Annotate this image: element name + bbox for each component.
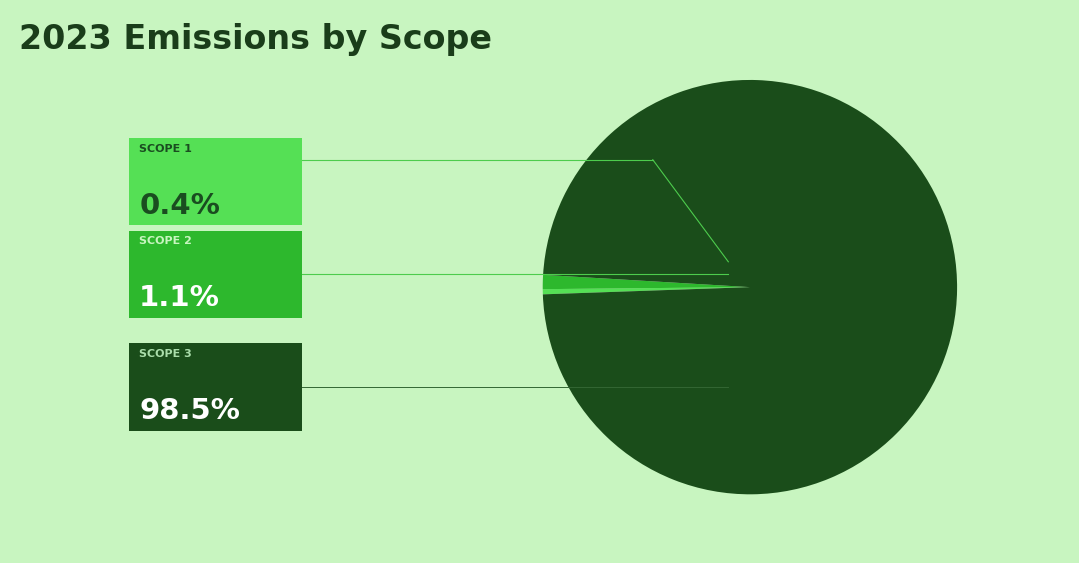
FancyBboxPatch shape: [129, 343, 302, 431]
Text: 2023 Emissions by Scope: 2023 Emissions by Scope: [19, 23, 492, 56]
FancyBboxPatch shape: [129, 231, 302, 318]
Text: SCOPE 1: SCOPE 1: [139, 144, 192, 154]
Wedge shape: [543, 287, 750, 294]
Text: SCOPE 3: SCOPE 3: [139, 349, 192, 359]
Text: 0.4%: 0.4%: [139, 191, 220, 220]
Text: 98.5%: 98.5%: [139, 397, 240, 425]
Wedge shape: [543, 275, 750, 289]
Wedge shape: [543, 80, 957, 494]
FancyBboxPatch shape: [129, 138, 302, 225]
Text: SCOPE 2: SCOPE 2: [139, 236, 192, 247]
Text: 1.1%: 1.1%: [139, 284, 220, 312]
